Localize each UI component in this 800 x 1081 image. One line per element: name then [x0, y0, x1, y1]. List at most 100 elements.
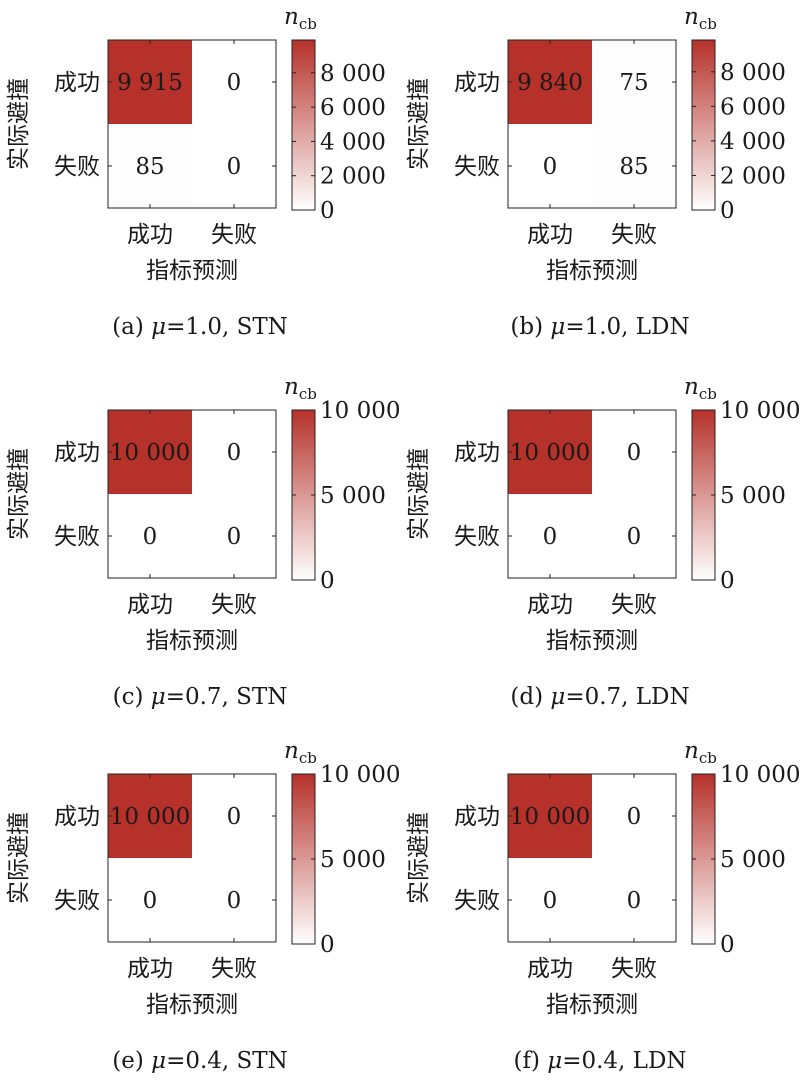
x-axis-title: 指标预测 [546, 992, 638, 1018]
heatmap-cell [508, 494, 592, 578]
heatmap-cell [592, 124, 676, 208]
y-tick-label: 成功 [54, 70, 100, 96]
cell-value-label: 0 [627, 524, 642, 550]
y-axis-title: 实际避撞 [406, 448, 432, 540]
cell-value-label: 75 [619, 70, 648, 96]
colorbar-unit-label: ncb [284, 374, 317, 403]
panel-caption: (c) μ=0.7, STN [113, 684, 288, 710]
heatmap-cell [508, 858, 592, 942]
heatmap-cell [592, 774, 676, 858]
heatmap-cell [592, 410, 676, 494]
colorbar-unit-label: ncb [284, 738, 317, 767]
x-tick-label: 成功 [127, 222, 173, 248]
y-tick-label: 成功 [54, 804, 100, 830]
heatmap-cell [108, 494, 192, 578]
colorbar-unit-label: ncb [284, 4, 317, 33]
matrix-frame [107, 39, 277, 209]
matrix-frame [507, 773, 677, 943]
cell-value-label: 9 840 [517, 70, 583, 96]
colorbar-unit-label: ncb [684, 4, 717, 33]
y-tick-label: 成功 [454, 70, 500, 96]
cell-value-label: 9 915 [117, 70, 183, 96]
colorbar-tick-label: 10 000 [320, 762, 400, 788]
cell-value-label: 0 [627, 804, 642, 830]
y-tick-label: 失败 [454, 888, 500, 914]
cell-value-label: 0 [227, 804, 242, 830]
y-axis-title: 实际避撞 [406, 812, 432, 904]
colorbar-tick-label: 0 [320, 568, 335, 594]
heatmap-cell [108, 410, 192, 494]
y-tick-label: 失败 [54, 888, 100, 914]
colorbar-tick-label: 10 000 [720, 762, 800, 788]
x-tick-label: 成功 [527, 592, 573, 618]
heatmap-cell [192, 40, 276, 124]
cell-value-label: 10 000 [110, 804, 190, 830]
heatmap-cell [592, 40, 676, 124]
heatmap-cell [592, 858, 676, 942]
y-tick-label: 成功 [454, 804, 500, 830]
panel-caption: (e) μ=0.4, STN [112, 1048, 288, 1074]
colorbar-tick-label: 6 000 [720, 94, 786, 120]
colorbar-tick-label: 5 000 [320, 483, 386, 509]
x-axis-title: 指标预测 [546, 258, 638, 284]
cell-value-label: 10 000 [510, 440, 590, 466]
heatmap-cell [108, 40, 192, 124]
colorbar [291, 39, 316, 211]
cell-value-label: 0 [543, 524, 558, 550]
heatmap-cell [108, 124, 192, 208]
cell-value-label: 0 [627, 888, 642, 914]
y-tick-label: 失败 [54, 154, 100, 180]
x-tick-label: 成功 [127, 592, 173, 618]
cell-value-label: 85 [135, 154, 164, 180]
colorbar [691, 39, 716, 211]
y-tick-label: 成功 [454, 440, 500, 466]
colorbar-tick-label: 10 000 [320, 398, 400, 424]
panel-caption: (a) μ=1.0, STN [112, 314, 288, 340]
panel-caption: (d) μ=0.7, LDN [510, 684, 689, 710]
colorbar-tick-label: 8 000 [720, 60, 786, 86]
colorbar-tick-label: 8 000 [320, 61, 386, 87]
colorbar-tick-label: 0 [320, 198, 335, 224]
heatmap-cell [508, 410, 592, 494]
x-tick-label: 失败 [611, 222, 657, 248]
y-axis-title: 实际避撞 [6, 812, 32, 904]
colorbar-tick-label: 10 000 [720, 398, 800, 424]
cell-value-label: 0 [227, 154, 242, 180]
x-tick-label: 失败 [211, 222, 257, 248]
heatmap-cell [192, 774, 276, 858]
panel-caption: (b) μ=1.0, LDN [510, 314, 689, 340]
y-tick-label: 失败 [454, 524, 500, 550]
colorbar-tick-label: 0 [720, 198, 735, 224]
x-axis-title: 指标预测 [146, 628, 238, 654]
cell-value-label: 0 [227, 888, 242, 914]
y-tick-label: 失败 [54, 524, 100, 550]
cell-value-label: 0 [143, 888, 158, 914]
x-tick-label: 失败 [211, 592, 257, 618]
panel-caption: (f) μ=0.4, LDN [513, 1048, 686, 1074]
matrix-frame [107, 773, 277, 943]
colorbar-tick-label: 0 [720, 932, 735, 958]
y-axis-title: 实际避撞 [406, 78, 432, 170]
x-axis-title: 指标预测 [146, 992, 238, 1018]
cell-value-label: 0 [543, 888, 558, 914]
heatmap-cell [192, 494, 276, 578]
heatmap-cell [592, 494, 676, 578]
colorbar-unit-label: ncb [684, 374, 717, 403]
x-axis-title: 指标预测 [546, 628, 638, 654]
matrix-frame [507, 409, 677, 579]
cell-value-label: 0 [627, 440, 642, 466]
x-tick-label: 成功 [127, 956, 173, 982]
heatmap-cell [192, 858, 276, 942]
x-axis-title: 指标预测 [146, 258, 238, 284]
colorbar-tick-label: 0 [720, 568, 735, 594]
colorbar-tick-label: 5 000 [720, 483, 786, 509]
y-tick-label: 失败 [454, 154, 500, 180]
matrix-frame [507, 39, 677, 209]
matrix-frame [107, 409, 277, 579]
y-axis-title: 实际避撞 [6, 448, 32, 540]
heatmap-cell [108, 774, 192, 858]
